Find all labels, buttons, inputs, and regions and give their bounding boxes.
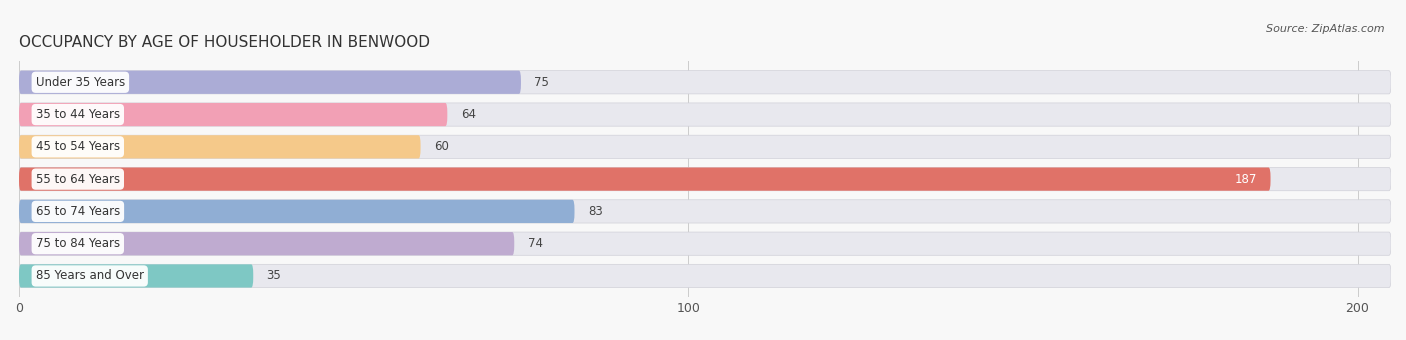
FancyBboxPatch shape	[20, 103, 1391, 126]
Text: 85 Years and Over: 85 Years and Over	[35, 270, 143, 283]
FancyBboxPatch shape	[20, 71, 1391, 94]
Text: 74: 74	[527, 237, 543, 250]
Text: 65 to 74 Years: 65 to 74 Years	[35, 205, 120, 218]
Text: Under 35 Years: Under 35 Years	[35, 76, 125, 89]
Text: 187: 187	[1234, 173, 1257, 186]
Text: 60: 60	[434, 140, 449, 153]
Text: OCCUPANCY BY AGE OF HOUSEHOLDER IN BENWOOD: OCCUPANCY BY AGE OF HOUSEHOLDER IN BENWO…	[20, 35, 430, 50]
FancyBboxPatch shape	[20, 264, 253, 288]
FancyBboxPatch shape	[20, 71, 522, 94]
FancyBboxPatch shape	[20, 135, 1391, 158]
Text: 45 to 54 Years: 45 to 54 Years	[35, 140, 120, 153]
Text: 75: 75	[534, 76, 550, 89]
FancyBboxPatch shape	[20, 103, 447, 126]
Text: Source: ZipAtlas.com: Source: ZipAtlas.com	[1267, 24, 1385, 34]
Text: 55 to 64 Years: 55 to 64 Years	[35, 173, 120, 186]
Text: 35 to 44 Years: 35 to 44 Years	[35, 108, 120, 121]
Text: 75 to 84 Years: 75 to 84 Years	[35, 237, 120, 250]
Text: 64: 64	[461, 108, 475, 121]
FancyBboxPatch shape	[20, 200, 1391, 223]
FancyBboxPatch shape	[20, 232, 1391, 255]
Text: 35: 35	[267, 270, 281, 283]
FancyBboxPatch shape	[20, 168, 1271, 191]
FancyBboxPatch shape	[20, 200, 575, 223]
FancyBboxPatch shape	[20, 232, 515, 255]
FancyBboxPatch shape	[20, 168, 1391, 191]
Text: 83: 83	[588, 205, 603, 218]
FancyBboxPatch shape	[20, 135, 420, 158]
FancyBboxPatch shape	[20, 264, 1391, 288]
